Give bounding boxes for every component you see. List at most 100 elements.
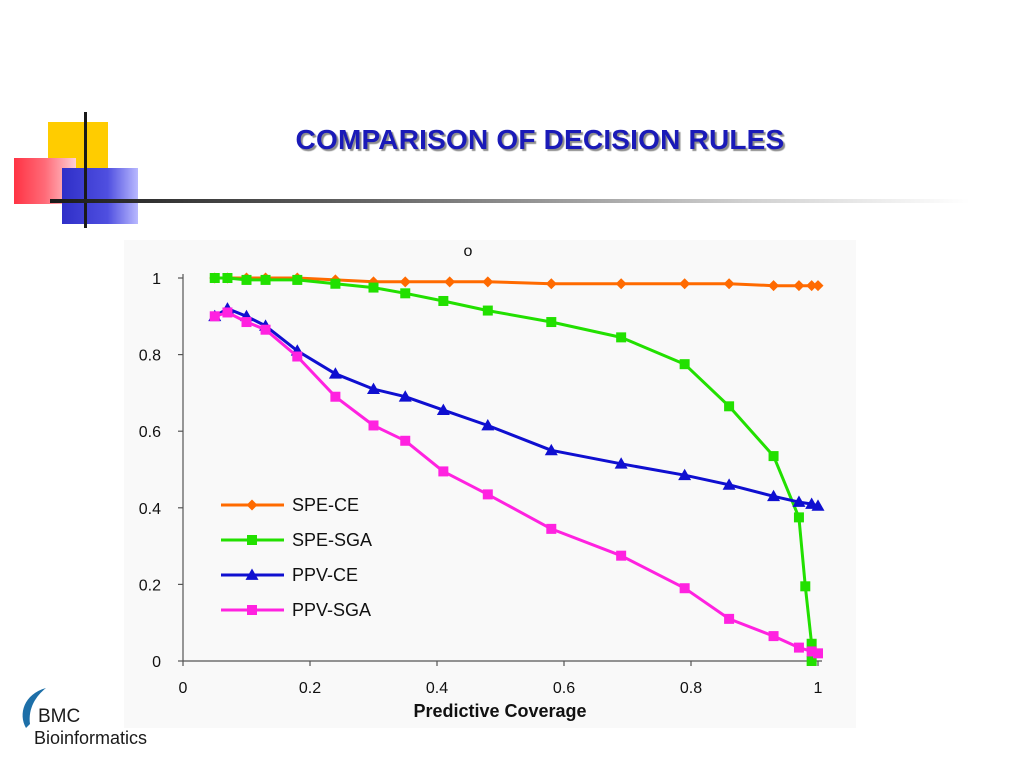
legend-label: PPV-CE xyxy=(292,565,358,585)
logo-text-bmc: BMC xyxy=(38,706,81,727)
y-tick-label: 0.2 xyxy=(139,577,161,594)
bmc-bioinformatics-logo: BMC Bioinformatics xyxy=(14,684,184,754)
data-point-ppv-sga xyxy=(546,523,557,534)
data-point-ppv-sga xyxy=(806,646,817,657)
data-point-spe-sga xyxy=(806,656,817,666)
data-point-ppv-sga xyxy=(793,642,804,653)
data-point-spe-sga xyxy=(222,273,233,283)
x-tick-label: 1 xyxy=(814,680,823,697)
data-point-ppv-sga xyxy=(222,307,233,318)
data-point-spe-sga xyxy=(482,305,493,316)
data-point-spe-ce xyxy=(482,276,494,288)
data-point-spe-sga xyxy=(292,274,303,285)
data-point-ppv-sga xyxy=(400,435,411,446)
legend-label: SPE-SGA xyxy=(292,530,372,550)
data-point-spe-sga xyxy=(260,274,271,285)
y-tick-label: 1 xyxy=(152,271,161,288)
y-tick-label: 0.6 xyxy=(139,424,161,441)
data-point-ppv-ce xyxy=(367,382,380,394)
data-point-spe-ce xyxy=(545,278,557,290)
legend-item-ppv-sga: PPV-SGA xyxy=(221,600,371,620)
data-point-ppv-ce xyxy=(436,403,450,416)
data-point-spe-sga xyxy=(438,295,449,306)
series-ppv-sga xyxy=(209,307,823,659)
data-point-ppv-sga xyxy=(679,583,690,594)
data-point-spe-ce xyxy=(723,278,735,290)
data-point-ppv-sga xyxy=(438,466,449,477)
data-point-ppv-sga xyxy=(260,324,271,335)
decor-horizontal-rule xyxy=(50,199,970,203)
line-chart: o 0 0.2 0.4 0.6 0.8 1 0 0.2 0.4 0.6 0.8 1 SPE-CE SPE… xyxy=(139,243,825,721)
x-tick-label: 0 xyxy=(179,680,188,697)
data-point-ppv-ce xyxy=(792,495,806,507)
data-point-ppv-sga xyxy=(482,489,493,500)
x-tick-label: 0.6 xyxy=(553,680,575,697)
data-point-spe-sga xyxy=(368,282,379,293)
y-tick-label: 0 xyxy=(152,654,161,671)
data-point-ppv-sga xyxy=(330,391,341,402)
chart-title: o xyxy=(464,243,473,260)
data-point-ppv-sga xyxy=(241,317,252,328)
data-point-spe-sga xyxy=(330,278,341,289)
data-point-spe-sga xyxy=(209,273,220,283)
data-point-ppv-sga xyxy=(768,631,779,642)
legend-swatch-marker xyxy=(247,605,257,615)
data-point-ppv-ce xyxy=(398,390,412,402)
x-axis-title: Predictive Coverage xyxy=(413,701,586,721)
data-point-spe-ce xyxy=(444,276,456,288)
data-point-spe-sga xyxy=(768,451,779,462)
decor-vertical-line xyxy=(84,112,87,228)
data-point-spe-sga xyxy=(546,317,557,328)
x-tick-label: 0.2 xyxy=(299,680,321,697)
data-point-ppv-sga xyxy=(368,420,379,431)
data-point-spe-sga xyxy=(679,359,690,370)
x-tick-label: 0.4 xyxy=(426,680,448,697)
data-point-spe-sga xyxy=(616,332,627,343)
series-line-ppv-ce xyxy=(214,307,819,508)
legend-swatch-marker xyxy=(246,499,258,511)
data-point-ppv-sga xyxy=(813,648,823,659)
data-point-ppv-sga xyxy=(616,550,627,561)
data-point-ppv-ce xyxy=(614,457,628,469)
decor-blue-square xyxy=(62,168,138,224)
legend-item-ppv-ce: PPV-CE xyxy=(221,565,358,585)
legend-swatch-marker xyxy=(245,568,259,580)
data-point-ppv-ce xyxy=(722,478,736,490)
data-point-spe-sga xyxy=(400,288,411,299)
x-tick-label: 0.8 xyxy=(680,680,702,697)
legend-item-spe-ce: SPE-CE xyxy=(221,495,359,515)
data-point-ppv-ce xyxy=(544,443,558,456)
legend-swatch-marker xyxy=(247,535,257,545)
y-tick-label: 0.8 xyxy=(139,348,161,365)
data-point-spe-ce xyxy=(812,280,824,292)
y-tick-label: 0.4 xyxy=(139,501,161,518)
data-point-spe-ce xyxy=(806,280,818,292)
slide-title: COMPARISON OF DECISION RULES xyxy=(295,124,785,155)
series-spe-sga xyxy=(209,273,817,666)
data-point-ppv-ce xyxy=(481,418,495,431)
data-point-ppv-ce xyxy=(328,367,342,379)
data-point-spe-ce xyxy=(768,280,780,292)
data-point-ppv-sga xyxy=(209,311,220,322)
data-point-spe-ce xyxy=(679,278,691,290)
data-point-spe-ce xyxy=(399,276,411,288)
data-point-spe-ce xyxy=(793,280,805,292)
legend-label: SPE-CE xyxy=(292,495,359,515)
data-point-ppv-ce xyxy=(811,499,825,511)
legend-item-spe-sga: SPE-SGA xyxy=(221,530,372,550)
data-point-ppv-sga xyxy=(292,351,303,362)
logo-text-bioinformatics: Bioinformatics xyxy=(34,728,148,748)
data-point-spe-ce xyxy=(615,278,627,290)
data-point-spe-ce xyxy=(368,276,379,288)
data-point-spe-sga xyxy=(793,512,804,523)
data-point-spe-sga xyxy=(724,401,735,412)
data-point-ppv-ce xyxy=(678,468,692,481)
data-point-spe-sga xyxy=(800,581,811,592)
data-point-spe-sga xyxy=(241,274,252,285)
logo-arc-icon xyxy=(22,688,46,728)
data-point-spe-sga xyxy=(806,638,817,649)
legend-label: PPV-SGA xyxy=(292,600,371,620)
data-point-ppv-sga xyxy=(724,613,735,624)
chart-panel: o 0 0.2 0.4 0.6 0.8 1 0 0.2 0.4 0.6 0.8 1 SPE-CE SPE… xyxy=(124,240,856,728)
data-point-ppv-ce xyxy=(767,489,781,502)
